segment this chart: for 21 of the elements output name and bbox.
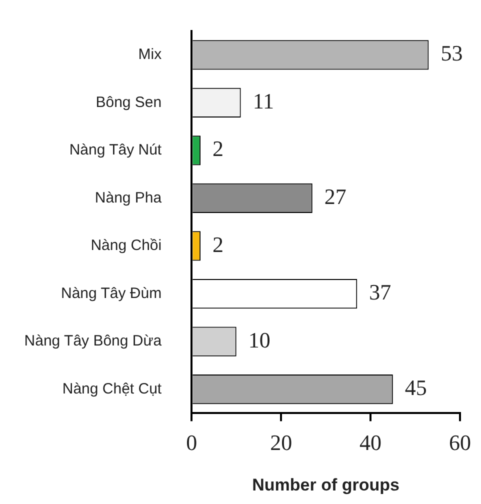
- data-label: 10: [248, 327, 270, 352]
- y-tick-label: Nàng Chồi: [90, 237, 162, 254]
- y-tick-label: Mix: [138, 46, 162, 64]
- y-tick-label: Nàng Pha: [94, 189, 162, 206]
- x-tick-label: 20: [270, 430, 292, 456]
- data-label: 2: [212, 232, 224, 257]
- data-label: 11: [252, 88, 274, 114]
- y-tick-label: Nàng Tây Nút: [69, 142, 162, 159]
- data-label: 2: [212, 136, 224, 162]
- x-axis-title: Number of groups: [252, 475, 400, 494]
- y-tick-label: Bông Sen: [96, 94, 162, 111]
- y-tick-label: Nàng Tây Bông Dừa: [24, 332, 162, 350]
- data-label: 37: [369, 280, 392, 305]
- x-tick-label: 0: [186, 430, 198, 456]
- y-tick-label: Nàng Chệt Cụt: [62, 380, 162, 398]
- x-tick-label: 40: [360, 430, 382, 456]
- y-tick-label: Nàng Tây Đùm: [61, 284, 162, 302]
- data-label: 45: [404, 375, 427, 400]
- x-tick-label: 60: [449, 430, 471, 456]
- data-label: 27: [324, 184, 346, 209]
- data-label: 53: [440, 40, 463, 66]
